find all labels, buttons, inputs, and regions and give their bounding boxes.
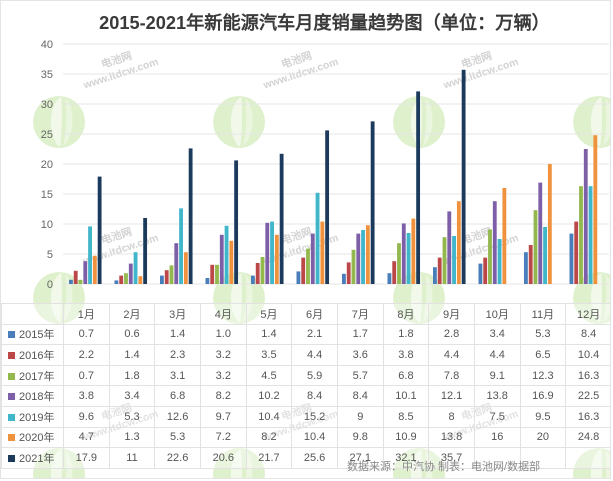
svg-text:0: 0 (47, 279, 53, 291)
svg-text:20: 20 (41, 159, 53, 171)
svg-text:5: 5 (47, 249, 53, 261)
svg-text:30: 30 (41, 99, 53, 111)
svg-text:35: 35 (41, 69, 53, 81)
svg-text:40: 40 (41, 39, 53, 51)
svg-text:15: 15 (41, 189, 53, 201)
svg-text:10: 10 (41, 219, 53, 231)
svg-text:25: 25 (41, 129, 53, 141)
